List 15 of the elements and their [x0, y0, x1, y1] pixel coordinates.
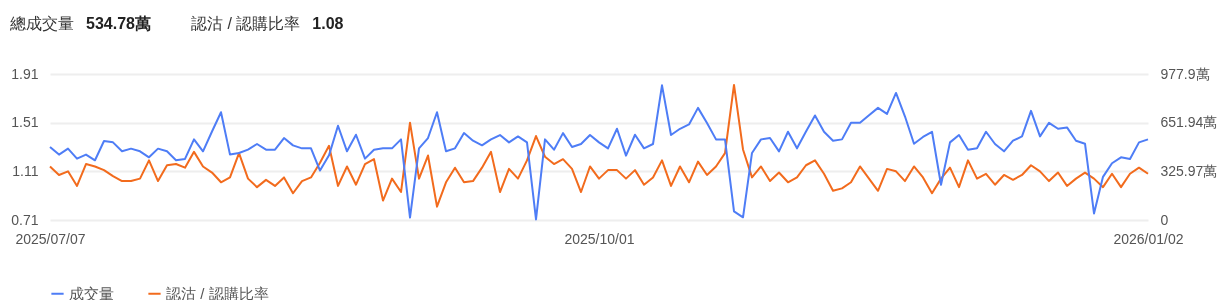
y2-tick-label: 325.97萬: [1160, 162, 1218, 179]
text: 534.78萬: [86, 14, 151, 34]
y2-tick-label: 0: [1160, 211, 1169, 228]
y-tick-label: 0.71: [11, 211, 39, 228]
y2-tick-label: 651.94萬: [1160, 114, 1218, 131]
y2-tick-label: 977.9萬: [1160, 65, 1210, 82]
x-tick-label: 2025/07/07: [15, 230, 86, 247]
text: 1.08: [312, 15, 344, 33]
x-tick-label: 2026/01/02: [1113, 230, 1184, 247]
text: 認沽 / 認購比率: [190, 14, 301, 34]
y-tick-label: 1.51: [11, 114, 39, 131]
y-tick-label: 1.91: [11, 65, 39, 82]
y-tick-label: 1.11: [12, 162, 39, 179]
x-tick-label: 2025/10/01: [564, 230, 635, 247]
text: 總成交量: [10, 14, 74, 34]
